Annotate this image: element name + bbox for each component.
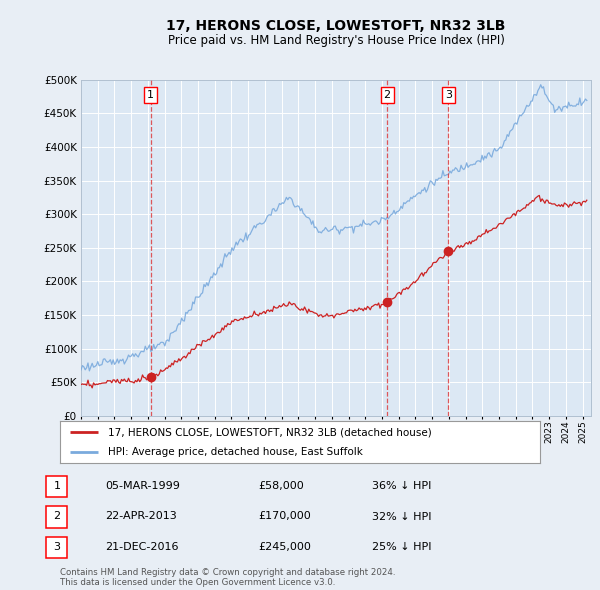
Text: 25% ↓ HPI: 25% ↓ HPI bbox=[372, 542, 431, 552]
Text: 36% ↓ HPI: 36% ↓ HPI bbox=[372, 481, 431, 491]
Text: £245,000: £245,000 bbox=[258, 542, 311, 552]
Text: 2: 2 bbox=[383, 90, 391, 100]
Text: This data is licensed under the Open Government Licence v3.0.: This data is licensed under the Open Gov… bbox=[60, 578, 335, 587]
Text: Contains HM Land Registry data © Crown copyright and database right 2024.: Contains HM Land Registry data © Crown c… bbox=[60, 568, 395, 576]
Text: 3: 3 bbox=[445, 90, 452, 100]
Text: Price paid vs. HM Land Registry's House Price Index (HPI): Price paid vs. HM Land Registry's House … bbox=[167, 34, 505, 47]
Text: 21-DEC-2016: 21-DEC-2016 bbox=[105, 542, 179, 552]
Text: 1: 1 bbox=[147, 90, 154, 100]
Text: £58,000: £58,000 bbox=[258, 481, 304, 491]
Text: 1: 1 bbox=[53, 481, 61, 491]
Text: 05-MAR-1999: 05-MAR-1999 bbox=[105, 481, 180, 491]
Text: 17, HERONS CLOSE, LOWESTOFT, NR32 3LB: 17, HERONS CLOSE, LOWESTOFT, NR32 3LB bbox=[166, 19, 506, 33]
Text: 2: 2 bbox=[53, 512, 61, 522]
Text: £170,000: £170,000 bbox=[258, 512, 311, 522]
Text: 17, HERONS CLOSE, LOWESTOFT, NR32 3LB (detached house): 17, HERONS CLOSE, LOWESTOFT, NR32 3LB (d… bbox=[108, 427, 432, 437]
Text: 32% ↓ HPI: 32% ↓ HPI bbox=[372, 512, 431, 522]
Text: HPI: Average price, detached house, East Suffolk: HPI: Average price, detached house, East… bbox=[108, 447, 363, 457]
Text: 22-APR-2013: 22-APR-2013 bbox=[105, 512, 177, 522]
Text: 3: 3 bbox=[53, 542, 61, 552]
